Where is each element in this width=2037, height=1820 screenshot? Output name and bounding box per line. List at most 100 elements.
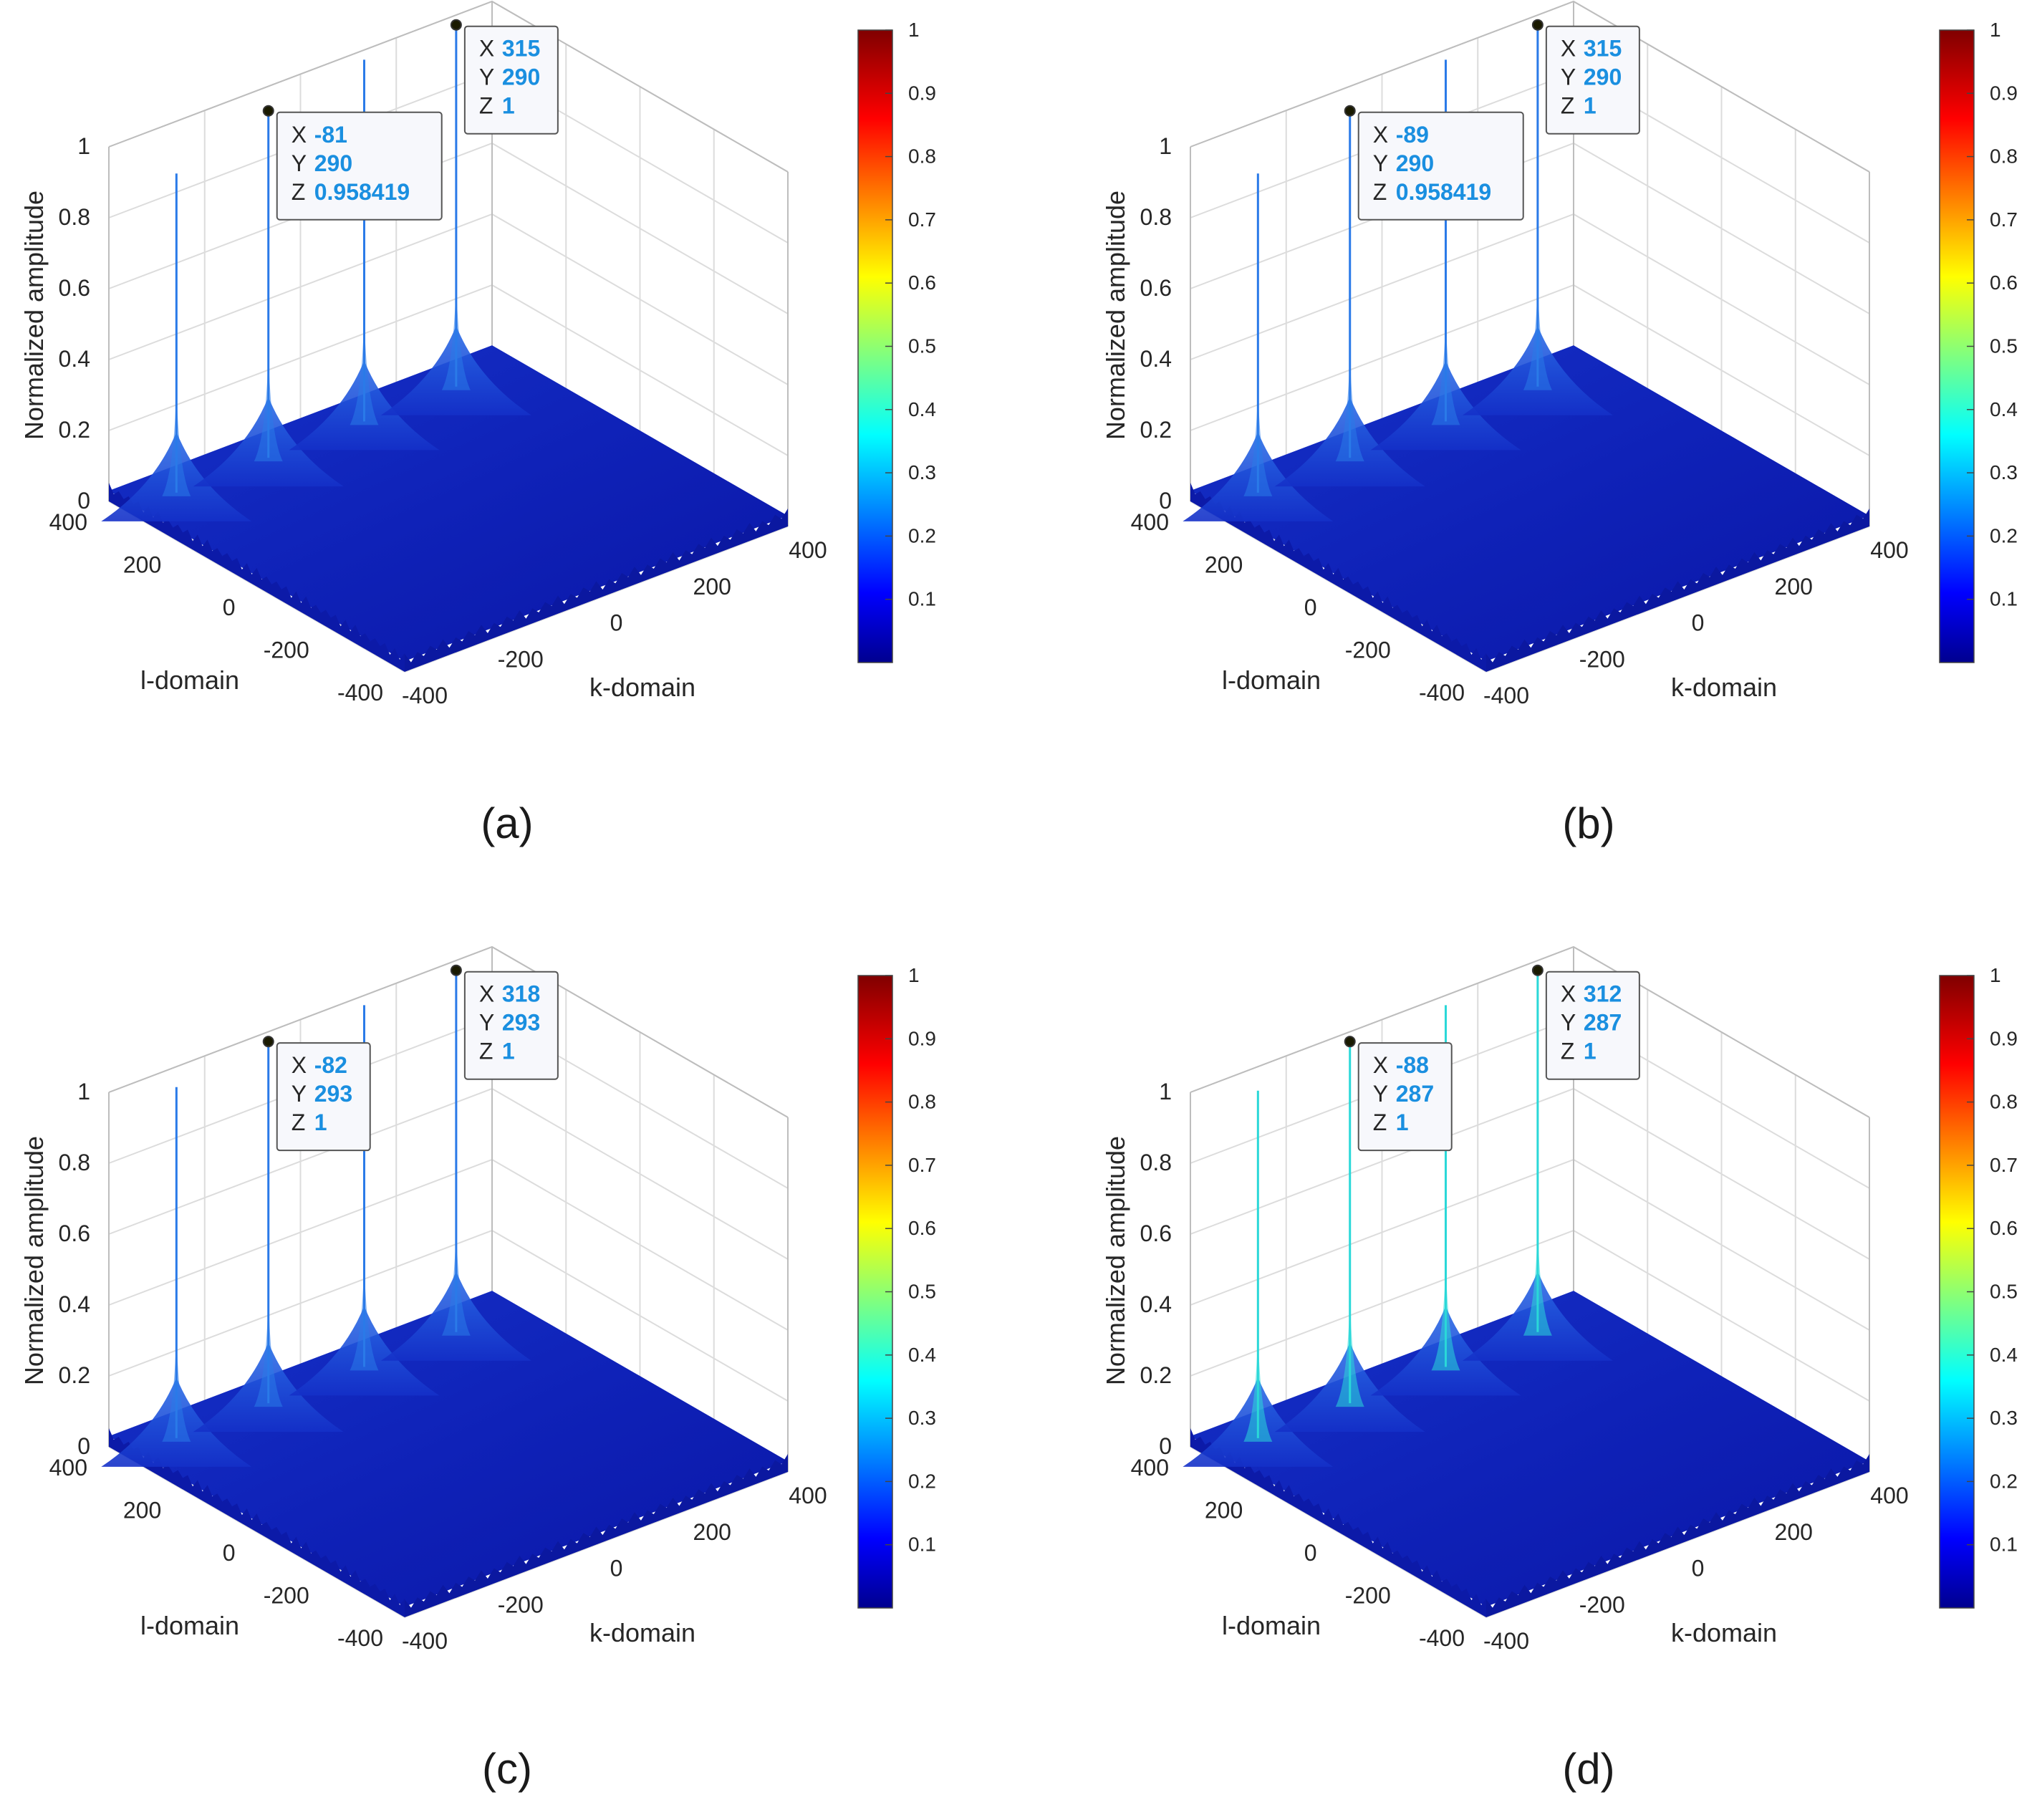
z-gridline	[1190, 71, 1870, 244]
datatip-label: Y	[1561, 1010, 1576, 1036]
z-tick-label: 0.2	[1140, 417, 1172, 443]
l-tick-label: 0	[1304, 594, 1317, 620]
z-tick-label: 0.2	[59, 417, 90, 443]
box-edge	[108, 0, 789, 173]
l-tick-label: -200	[264, 1583, 309, 1609]
datatip-marker[interactable]	[1344, 105, 1356, 117]
datatip-marker[interactable]	[1344, 1036, 1356, 1048]
surface-skirt-right	[405, 509, 788, 672]
datatip-label: Z	[479, 93, 493, 119]
k-tick-label: 400	[789, 1483, 827, 1508]
datatip-label: X	[479, 981, 494, 1007]
peak-spike	[254, 350, 283, 462]
datatip-marker[interactable]	[450, 19, 462, 31]
peak-spike	[1431, 314, 1460, 425]
surface-skirt-left	[1190, 1428, 1486, 1617]
peak-spike	[1523, 1224, 1552, 1336]
datatip-label: X	[1373, 1052, 1388, 1078]
datatip-marker[interactable]	[262, 105, 274, 117]
datatip-label: Z	[1561, 1039, 1575, 1064]
datatip-value: 287	[1584, 1010, 1622, 1036]
datatip-label: X	[292, 122, 307, 148]
datatip[interactable]: X -88 Y 287 Z 1	[1344, 1036, 1453, 1152]
datatip[interactable]: X 318 Y 293 Z 1	[450, 964, 559, 1080]
z-tick-label: 1	[77, 133, 90, 159]
datatip[interactable]: X 315 Y 290 Z 1	[450, 19, 559, 135]
datatip-label: Z	[1373, 1109, 1387, 1135]
peak-spike	[162, 1330, 191, 1442]
k-tick-label: -400	[1483, 1628, 1529, 1654]
datatip-label: Y	[1561, 64, 1576, 90]
datatip-value: 293	[502, 1010, 540, 1036]
z-tick-label: 0.4	[1140, 1291, 1172, 1317]
z-axis-label: Normalized amplitude	[19, 1136, 49, 1385]
peak-spike	[1431, 1259, 1460, 1371]
datatip[interactable]: X -82 Y 293 Z 1	[262, 1036, 371, 1152]
colorbar-tick-label: 0.5	[908, 335, 936, 357]
l-tick-label: 0	[223, 594, 236, 620]
colorbar-tick-label: 0.8	[908, 1091, 936, 1113]
peak-spike	[441, 1224, 471, 1336]
z-gridline	[1190, 1087, 1870, 1260]
z-gridline	[108, 1016, 789, 1189]
z-gridline	[108, 0, 789, 173]
l-tick-label: -200	[1345, 1583, 1391, 1609]
colorbar-tick-label: 0.1	[908, 1533, 936, 1556]
surface-skirt-left	[1190, 483, 1486, 672]
datatip[interactable]: X 312 Y 287 Z 1	[1531, 964, 1640, 1080]
peak-spike	[1335, 350, 1364, 462]
k-tick-label: 400	[1870, 537, 1908, 563]
datatip-marker[interactable]	[450, 964, 462, 976]
peak-spike	[1243, 1330, 1273, 1442]
datatip-value: -89	[1396, 122, 1429, 148]
z-tick-label: 0	[1159, 488, 1172, 514]
colorbar-tick-label: 0.3	[1990, 1407, 2018, 1429]
l-tick-label: 400	[1131, 509, 1169, 535]
datatip[interactable]: X 315 Y 290 Z 1	[1531, 19, 1640, 135]
datatip[interactable]: X -81 Y 290 Z 0.958419	[262, 105, 443, 221]
datatip-value: 1	[1584, 1039, 1597, 1064]
surface	[101, 1271, 788, 1617]
datatip[interactable]: X -89 Y 290 Z 0.958419	[1344, 105, 1524, 221]
datatip-label: Y	[1373, 150, 1388, 176]
panel-a: 0 0.2 0.4 0.6 0.8 1 400 200 0 -200 -400 -400 -200 0 20…	[19, 0, 936, 847]
panel-b: 0 0.2 0.4 0.6 0.8 1 400 200 0 -200 -400 -400 -200 0 20…	[1101, 0, 2018, 847]
datatip-marker[interactable]	[1531, 964, 1544, 976]
colorbar-tick-label: 0.5	[1990, 335, 2018, 357]
panel-caption: (a)	[481, 799, 533, 847]
z-tick-label: 0.4	[1140, 346, 1172, 372]
colorbar-tick-label: 0.6	[1990, 271, 2018, 294]
datatip-marker[interactable]	[1531, 19, 1544, 31]
datatip-box	[1545, 25, 1640, 135]
colorbar-tick-label: 0.9	[1990, 82, 2018, 104]
datatip-value: 315	[502, 36, 540, 62]
colorbar-tick-label: 0.5	[908, 1281, 936, 1303]
z-tick-label: 0.8	[59, 1150, 90, 1175]
colorbar-tick-label: 0.4	[1990, 1344, 2018, 1366]
colorbar-tick-label: 0.7	[908, 208, 936, 231]
colorbar-tick-label: 1	[908, 964, 920, 986]
datatip-marker[interactable]	[262, 1036, 274, 1048]
colorbar-tick-label: 0.2	[908, 1470, 936, 1492]
l-tick-label: 0	[223, 1540, 236, 1566]
datatip-label: Y	[292, 150, 307, 176]
k-tick-label: -200	[1579, 1592, 1625, 1617]
colorbar-tick-label: 0.4	[908, 1344, 936, 1366]
colorbar: 0.1 0.2 0.3 0.4 0.5 0.6 0.7 0.8 0.9 1	[1939, 19, 2018, 663]
datatip-box	[463, 25, 559, 135]
k-tick-label: 200	[1775, 574, 1813, 600]
datatip-value: 0.958419	[314, 179, 410, 205]
datatip-value: 293	[314, 1081, 352, 1107]
peak-spike	[1523, 279, 1552, 390]
datatip-label: Z	[292, 179, 306, 205]
datatip-label: Y	[292, 1081, 307, 1107]
k-tick-label: 200	[693, 1519, 731, 1545]
z-tick-label: 0.4	[59, 346, 90, 372]
k-tick-label: -200	[498, 646, 544, 672]
k-axis-label: k-domain	[589, 1618, 695, 1647]
panel-caption: (d)	[1562, 1745, 1614, 1793]
